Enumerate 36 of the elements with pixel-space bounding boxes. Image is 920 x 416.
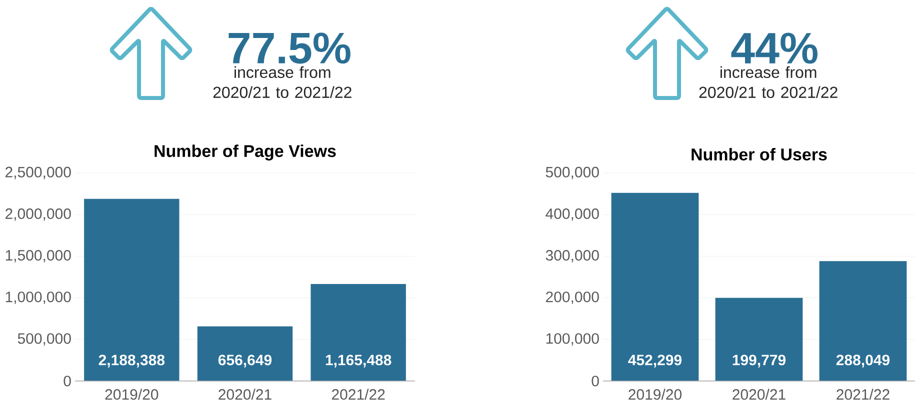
bar [310,284,406,381]
x-tick-label: 2021/22 [836,388,890,400]
y-tick-label: 0 [64,376,71,386]
y-tick-label: 2,000,000 [6,208,71,221]
y-tick-label: 200,000 [546,292,599,304]
x-tick-label: 2021/22 [332,388,385,400]
text: increase from 2020/21 to 2021/22 [699,66,838,98]
bar [84,198,180,381]
x-tick-label: 2020/21 [732,388,786,400]
x-tick-label: 2019/20 [628,388,682,400]
x-tick-label: 2019/20 [105,388,158,400]
y-tick-label: 100,000 [546,333,599,346]
y-tick-label: 2,500,000 [6,166,71,180]
text: 77.5% [228,32,350,64]
text: 44% [731,32,818,64]
data-label: 656,649 [218,354,272,368]
data-label: 452,299 [628,354,682,368]
y-tick-label: 1,000,000 [6,292,71,304]
x-tick-label: 2020/21 [218,388,272,400]
chart-title: Number of Users [692,148,827,161]
data-label: 199,779 [732,354,786,368]
data-label: 2,188,388 [98,354,165,368]
y-tick-label: 500,000 [18,333,71,346]
bar [197,326,293,381]
text: increase from 2020/21 to 2021/22 [213,66,352,98]
bar [611,192,699,381]
y-tick-label: 500,000 [546,166,599,180]
data-label: 1,165,488 [326,354,392,368]
y-tick-label: 300,000 [546,250,599,262]
data-label: 288,049 [836,354,890,368]
chart-title: Number of Page Views [154,144,336,161]
y-tick-label: 0 [592,376,599,386]
bar [715,298,803,381]
bar [819,261,907,381]
y-tick-label: 1,500,000 [6,250,71,262]
y-tick-label: 400,000 [546,208,599,221]
